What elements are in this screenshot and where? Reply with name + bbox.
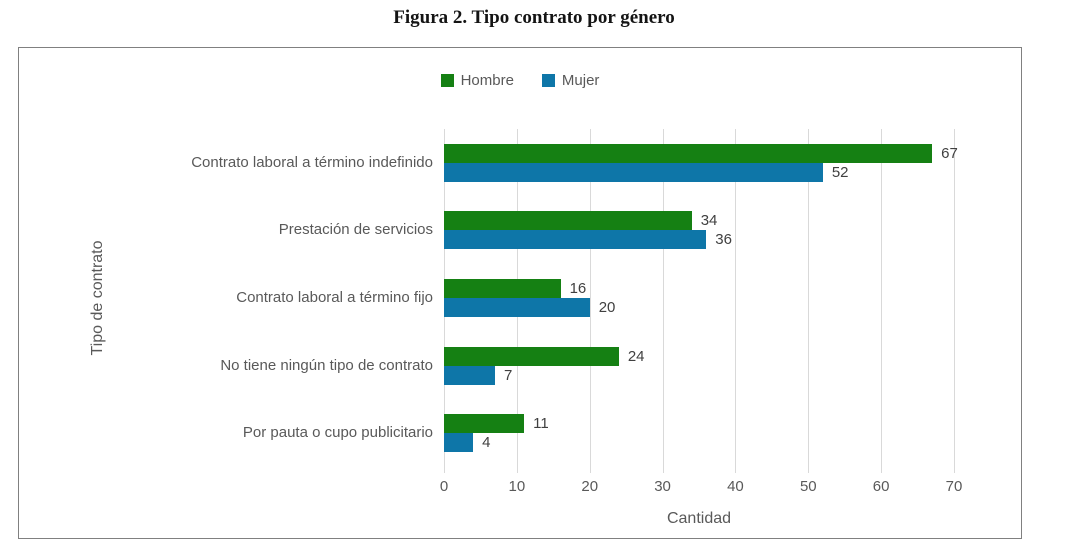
x-tick-mark — [662, 467, 664, 473]
legend-item-mujer: Mujer — [541, 72, 600, 89]
value-label: 11 — [533, 415, 549, 433]
x-tick-mark — [735, 467, 737, 473]
bar-mujer — [444, 298, 590, 317]
x-tick-label: 70 — [945, 478, 963, 495]
value-label: 20 — [598, 299, 616, 316]
gridline — [589, 129, 591, 467]
bar-mujer — [444, 365, 495, 385]
plot-area: 0 10 20 30 40 50 60 70 Contrato laboral a términ… — [191, 129, 962, 495]
x-tick-mark — [808, 467, 810, 473]
chart-frame: Hombre Mujer Tipo de contrato 0 10 20 30 40 50… — [18, 47, 1022, 539]
x-tick-label: 60 — [872, 478, 890, 495]
gridline — [662, 129, 664, 467]
bar-mujer — [444, 162, 823, 182]
value-label: 16 — [569, 280, 587, 297]
gridline — [735, 129, 737, 467]
legend-item-hombre: Hombre — [440, 72, 514, 89]
legend-label: Mujer — [561, 72, 600, 89]
category-label: Contrato laboral a término fijo — [236, 289, 433, 306]
gridline — [954, 129, 955, 467]
x-tick-label: 0 — [439, 478, 449, 495]
value-label: 67 — [941, 144, 958, 162]
gridline — [808, 129, 810, 467]
bar-mujer — [444, 433, 474, 453]
x-tick-mark — [516, 467, 518, 473]
x-tick-mark — [589, 467, 591, 473]
value-label: 7 — [504, 366, 513, 384]
category-label: Contrato laboral a término indefinido — [191, 153, 433, 171]
legend-marker-icon — [541, 74, 555, 87]
bar-hombre — [444, 346, 619, 366]
bar-hombre — [444, 143, 933, 163]
legend: Hombre Mujer — [19, 72, 1021, 89]
figure-title: Figura 2. Tipo contrato por género — [393, 7, 675, 28]
gridline — [881, 129, 883, 467]
x-tick-mark — [881, 467, 883, 473]
category-label: Prestación de servicios — [278, 221, 433, 239]
value-label: 4 — [482, 434, 491, 452]
bar-hombre — [444, 211, 692, 231]
value-label: 34 — [700, 212, 718, 230]
x-axis-title: Cantidad — [666, 510, 732, 527]
category-label: Por pauta o cupo publicitario — [242, 424, 433, 442]
category-label: No tiene ningún tipo de contrato — [220, 356, 433, 374]
x-tick-label: 40 — [727, 478, 744, 495]
bar-hombre — [444, 279, 561, 298]
legend-marker-icon — [440, 74, 454, 87]
x-tick-label: 50 — [799, 478, 817, 495]
x-tick-label: 20 — [581, 478, 599, 495]
x-tick-mark — [444, 467, 445, 473]
value-label: 36 — [715, 231, 732, 249]
value-label: 52 — [831, 163, 849, 181]
x-tick-mark — [954, 467, 955, 473]
legend-label: Hombre — [460, 72, 514, 89]
x-tick-label: 30 — [654, 478, 671, 495]
bar-mujer — [444, 230, 707, 250]
x-tick-label: 10 — [508, 478, 526, 495]
bar-hombre — [444, 414, 525, 434]
value-label: 24 — [627, 347, 645, 365]
